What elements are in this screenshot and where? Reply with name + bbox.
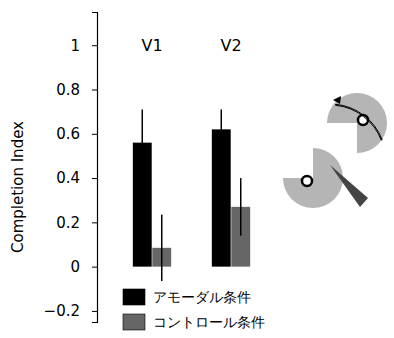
legend-label: アモーダル条件 (153, 289, 251, 305)
y-tick-mark (92, 45, 97, 46)
error-bar (161, 215, 163, 281)
legend-swatch (123, 289, 145, 305)
y-tick-mark (92, 178, 97, 179)
error-bar (221, 109, 223, 149)
y-tick-label: 1 (70, 37, 80, 55)
legend-swatch (123, 314, 145, 330)
legend-label: コントロール条件 (153, 314, 265, 330)
y-tick-mark (92, 90, 97, 91)
y-tick-label: 0.2 (56, 214, 80, 232)
error-bar (240, 178, 242, 236)
bar (212, 129, 231, 266)
category-label: V1 (141, 36, 162, 55)
y-tick-label: 0.4 (56, 169, 80, 187)
rotation-arrow (335, 104, 382, 140)
category-label: V2 (220, 36, 241, 55)
inducer (327, 93, 387, 153)
chart: −0.2 0 0.2 0.4 0.6 0.8 1 Completion Index V1 V2 アモ… (0, 0, 394, 338)
inducer (283, 148, 343, 208)
y-tick-label: −0.2 (44, 302, 80, 320)
wedge (330, 165, 368, 207)
y-tick-mark (92, 134, 97, 135)
y-tick-mark (92, 267, 97, 268)
plot-area (133, 109, 250, 281)
y-tick-mark (92, 222, 97, 223)
y-tick: −0.2 (44, 302, 97, 320)
y-tick: 1 (70, 37, 97, 55)
y-tick-label: 0.8 (56, 81, 80, 99)
stimulus-icon (283, 93, 387, 208)
y-tick-mark (92, 311, 97, 312)
y-tick: 0.8 (56, 81, 97, 99)
fixation-ring (302, 176, 312, 186)
y-axis-line (92, 13, 98, 323)
y-tick: 0.2 (56, 214, 97, 232)
arrow-head (333, 96, 341, 104)
y-tick-label: 0 (70, 258, 80, 276)
y-tick-label: 0.6 (56, 125, 80, 143)
y-axis: −0.2 0 0.2 0.4 0.6 0.8 1 (44, 13, 98, 323)
y-tick: 0.6 (56, 125, 97, 143)
y-tick: 0 (70, 258, 97, 276)
y-tick: 0.4 (56, 169, 97, 187)
legend: アモーダル条件コントロール条件 (123, 289, 265, 330)
y-axis-title: Completion Index (9, 121, 27, 253)
error-bar (142, 109, 144, 175)
